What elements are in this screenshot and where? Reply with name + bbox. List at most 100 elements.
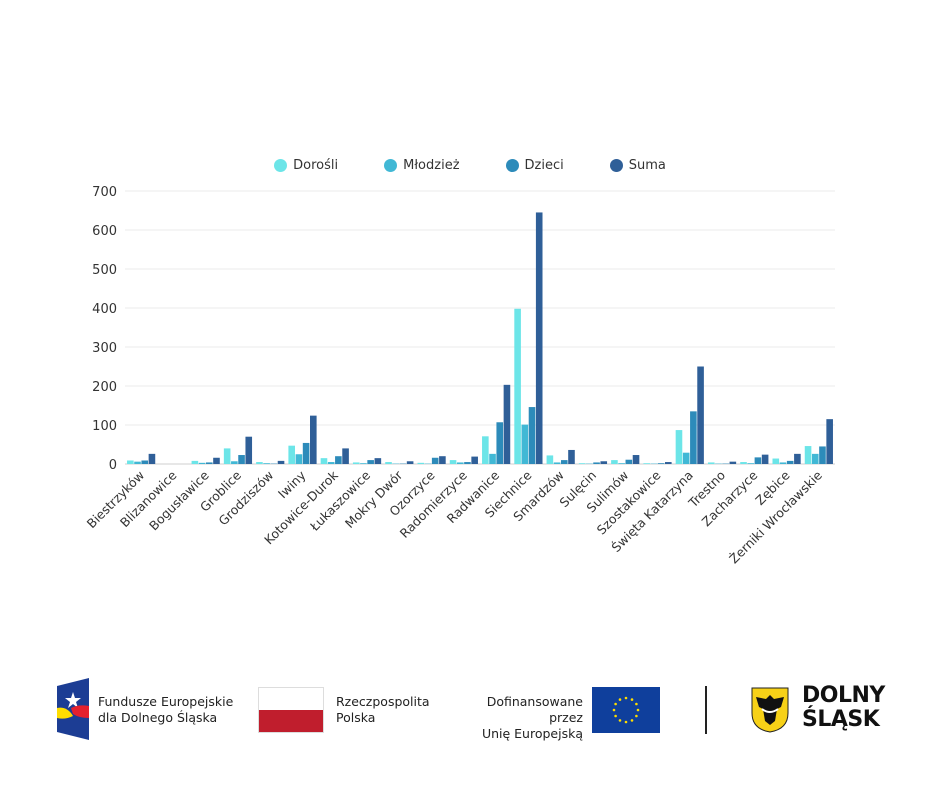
dofinansowane-text: Dofinansowane przez Unię Europejską [453, 694, 583, 742]
bar-dorośli: Zębice — Dorośli: 14 [772, 458, 780, 464]
y-tick-label: 700 [92, 185, 117, 200]
eu-star-icon [624, 720, 628, 724]
fundusze-europejskie-text: Fundusze Europejskie dla Dolnego Śląska [98, 694, 233, 726]
bar-suma: Łukaszowice — Suma: 15 [374, 458, 382, 464]
eu-star-icon [614, 714, 617, 718]
bar-dorośli: Biestrzyków — Dorośli: 9 [127, 460, 134, 464]
bar-dzieci: Siechnice — Dzieci: 146 [528, 407, 536, 464]
eu-star-icon [630, 698, 634, 701]
bar-dorośli: Żerniki Wrocławskie — Dorośli: 46 [804, 446, 812, 464]
divider [705, 686, 707, 734]
eu-star-icon [635, 714, 638, 718]
fe-line2: dla Dolnego Śląska [98, 710, 218, 725]
bar-dorośli: Groblice — Dorośli: 40 [223, 448, 231, 464]
eu-star-icon [635, 702, 638, 706]
bar-młodzież: Sulimów — Młodzież: 2 [618, 463, 625, 464]
bar-dzieci: Sulęcin — Dzieci: 4 [593, 462, 600, 464]
legend-marker [274, 159, 288, 172]
eu-line1: Dofinansowane przez [486, 694, 583, 725]
bar-dorośli: Radomierzyce — Dorośli: 10 [449, 460, 457, 464]
dolny-slask-crest-icon [751, 687, 789, 733]
bar-suma: Święta Katarzyna — Suma: 250 [697, 366, 704, 464]
bar-suma: Ozorzyce — Suma: 20 [439, 456, 446, 464]
eu-star-icon [614, 702, 617, 706]
bar-dorośli: Iwiny — Dorośli: 47 [288, 445, 295, 464]
pl-line2: Polska [336, 710, 376, 725]
y-tick-label: 600 [92, 224, 117, 239]
bar-suma: Zębice — Suma: 26 [794, 453, 801, 464]
bar-suma: Iwiny — Suma: 124 [310, 415, 317, 464]
bar-młodzież: Iwiny — Młodzież: 25 [295, 454, 303, 464]
eu-star-icon [612, 708, 616, 712]
eu-flag-icon [592, 687, 660, 733]
bar-młodzież: Bogusławice — Młodzież: 3 [198, 462, 206, 464]
bar-suma: Szostakowice — Suma: 5 [665, 462, 672, 464]
legend-item-mlodziez[interactable]: Młodzież [362, 158, 460, 173]
bar-młodzież: Groblice — Młodzież: 7 [231, 461, 238, 464]
bar-suma: Radwanice — Suma: 203 [503, 384, 511, 464]
bar-młodzież: Zębice — Młodzież: 4 [779, 462, 787, 464]
bar-dzieci: Sulimów — Dzieci: 11 [625, 459, 633, 464]
bar-młodzież: Łukaszowice — Młodzież: 2 [360, 463, 367, 464]
chart-legend: Dorośli Młodzież Dzieci Suma [0, 158, 940, 173]
bar-suma: Kotowice-Durok — Suma: 40 [342, 448, 349, 464]
bar-dorośli: Kotowice-Durok — Dorośli: 15 [320, 458, 328, 464]
bar-suma: Mokry Dwór — Suma: 7 [406, 461, 414, 464]
eu-star-icon [624, 696, 628, 700]
legend-marker [609, 159, 623, 172]
bar-dzieci: Zębice — Dzieci: 8 [786, 460, 794, 464]
bar-dzieci: Żerniki Wrocławskie — Dzieci: 45 [819, 446, 826, 464]
bar-dorośli: Sulimów — Dorośli: 10 [611, 460, 618, 464]
legend-label: Młodzież [403, 158, 460, 173]
bar-dzieci: Radwanice — Dzieci: 107 [496, 422, 504, 464]
y-tick-label: 0 [109, 458, 117, 473]
bar-młodzież: Radwanice — Młodzież: 26 [489, 453, 496, 464]
bar-dorośli: Zacharzyce — Dorośli: 5 [740, 462, 747, 464]
bar-dzieci: Święta Katarzyna — Dzieci: 135 [690, 411, 697, 464]
bar-młodzież: Grodziszów — Młodzież: 2 [263, 463, 270, 464]
bar-suma: Groblice — Suma: 70 [245, 436, 253, 464]
bar-dzieci: Szostakowice — Dzieci: 2 [657, 463, 665, 464]
bar-suma: Grodziszów — Suma: 8 [277, 460, 285, 464]
y-tick-label: 300 [92, 341, 117, 356]
bar-dorośli: Święta Katarzyna — Dorośli: 87 [675, 430, 683, 464]
eu-line2: Unię Europejską [481, 726, 583, 741]
bar-dorośli: Smardzów — Dorośli: 22 [546, 455, 554, 464]
eu-star-icon [630, 719, 634, 722]
legend-label: Dorośli [293, 158, 339, 173]
eu-star-icon [636, 708, 640, 712]
bar-dzieci: Kotowice-Durok — Dzieci: 20 [335, 456, 342, 464]
pl-line1: Rzeczpospolita [336, 694, 430, 709]
bar-suma: Smardzów — Suma: 36 [568, 449, 575, 464]
ds-line1: DOLNY [802, 683, 885, 708]
bar-dorośli: Radwanice — Dorośli: 71 [482, 436, 489, 464]
bar-suma: Biestrzyków — Suma: 26 [148, 453, 156, 464]
legend-item-suma[interactable]: Suma [588, 158, 666, 173]
bar-dzieci: Bogusławice — Dzieci: 4 [205, 462, 213, 464]
polish-flag-icon [258, 687, 324, 733]
bar-młodzież: Smardzów — Młodzież: 4 [553, 462, 561, 464]
bar-dorośli: Łukaszowice — Dorośli: 4 [352, 462, 360, 464]
legend-label: Dzieci [524, 158, 564, 173]
y-tick-label: 100 [92, 419, 117, 434]
bar-młodzież: Siechnice — Młodzież: 101 [521, 424, 529, 464]
bar-dorośli: Mokry Dwór — Dorośli: 5 [385, 462, 392, 464]
dolny-slask-text: DOLNY ŚLĄSK [802, 684, 885, 732]
bar-młodzież: Zacharzyce — Młodzież: 2 [747, 463, 755, 464]
bar-suma: Trestno — Suma: 6 [729, 461, 737, 464]
legend-item-dzieci[interactable]: Dzieci [484, 158, 564, 173]
y-tick-label: 500 [92, 263, 117, 278]
fe-line1: Fundusze Europejskie [98, 694, 234, 709]
bar-dorośli: Trestno — Dorośli: 4 [707, 462, 715, 464]
bar-dorośli: Ozorzyce — Dorośli: 3 [417, 462, 425, 464]
legend-marker [384, 159, 398, 172]
bar-młodzież: Święta Katarzyna — Młodzież: 29 [682, 452, 690, 464]
legend-marker [505, 159, 519, 172]
bar-suma: Sulimów — Suma: 23 [632, 455, 640, 464]
bar-suma: Sulęcin — Suma: 7 [600, 461, 608, 464]
bar-suma: Siechnice — Suma: 645 [535, 212, 543, 464]
bar-dzieci: Groblice — Dzieci: 23 [238, 455, 245, 464]
eu-star-icon [618, 698, 622, 701]
legend-item-dorosli[interactable]: Dorośli [274, 158, 338, 173]
bar-dorośli: Grodziszów — Dorośli: 5 [256, 462, 263, 464]
